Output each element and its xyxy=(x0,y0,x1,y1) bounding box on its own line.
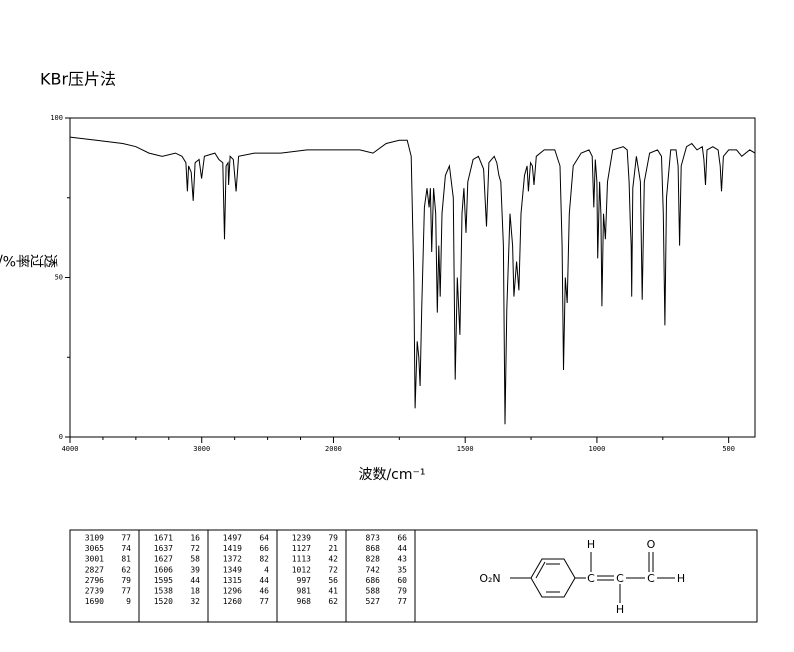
peak-wavenumber: 2739 xyxy=(85,587,104,596)
x-axis-label: 波数/cm⁻¹ xyxy=(358,467,425,483)
peak-wavenumber: 1349 xyxy=(223,565,242,574)
peak-wavenumber: 1637 xyxy=(154,544,173,553)
peak-wavenumber: 1627 xyxy=(154,555,173,564)
peak-transmittance: 39 xyxy=(190,565,200,574)
table-frame xyxy=(69,529,758,623)
atom-label: C xyxy=(587,572,595,585)
atom-label: H xyxy=(677,572,685,585)
peak-transmittance: 18 xyxy=(190,587,200,596)
peak-transmittance: 21 xyxy=(328,544,338,553)
peak-wavenumber: 686 xyxy=(366,576,381,585)
peak-transmittance: 44 xyxy=(190,576,200,585)
peak-wavenumber: 3109 xyxy=(85,534,104,543)
peak-transmittance: 32 xyxy=(190,597,200,606)
structure-labels: O₂N H C C C O H H xyxy=(479,538,685,616)
peak-wavenumber: 1419 xyxy=(223,544,242,553)
peak-transmittance: 72 xyxy=(190,544,200,553)
peak-transmittance: 16 xyxy=(190,534,200,543)
atom-label: H xyxy=(587,538,595,551)
peak-wavenumber: 997 xyxy=(297,576,312,585)
peak-wavenumber: 1012 xyxy=(292,565,311,574)
atom-label: H xyxy=(616,603,624,616)
x-tick-label: 1000 xyxy=(588,445,605,453)
peak-wavenumber: 1315 xyxy=(223,576,242,585)
peak-wavenumber: 828 xyxy=(366,555,381,564)
peak-transmittance: 44 xyxy=(397,544,407,553)
peak-transmittance: 74 xyxy=(121,544,131,553)
peak-wavenumber: 742 xyxy=(366,565,381,574)
y-tick-label: 100 xyxy=(50,114,63,122)
peak-transmittance: 81 xyxy=(121,555,131,564)
title: KBr压片法 xyxy=(40,70,116,89)
peak-transmittance: 56 xyxy=(328,576,338,585)
atom-label: C xyxy=(647,572,655,585)
bond xyxy=(535,561,546,579)
peak-transmittance: 82 xyxy=(259,555,269,564)
peak-wavenumber: 1497 xyxy=(223,534,242,543)
peak-transmittance: 4 xyxy=(264,565,269,574)
peak-transmittance: 77 xyxy=(259,597,269,606)
peak-transmittance: 42 xyxy=(328,555,338,564)
x-tick-label: 4000 xyxy=(62,445,79,453)
peak-transmittance: 43 xyxy=(397,555,407,564)
x-tick-label: 1500 xyxy=(457,445,474,453)
peak-wavenumber: 868 xyxy=(366,544,381,553)
peak-transmittance: 79 xyxy=(328,534,338,543)
peak-wavenumber: 588 xyxy=(366,587,381,596)
peak-transmittance: 64 xyxy=(259,534,269,543)
peak-wavenumber: 1296 xyxy=(223,587,242,596)
peak-wavenumber: 1113 xyxy=(292,555,311,564)
y-axis-label: 透过率%/ xyxy=(0,252,58,268)
peak-transmittance: 66 xyxy=(259,544,269,553)
peak-wavenumber: 981 xyxy=(297,587,312,596)
peak-transmittance: 62 xyxy=(121,565,131,574)
peak-wavenumber: 1671 xyxy=(154,534,173,543)
atom-label: O xyxy=(647,538,656,551)
peak-wavenumber: 2796 xyxy=(85,576,104,585)
peak-wavenumber: 3001 xyxy=(85,555,104,564)
peak-wavenumber: 1595 xyxy=(154,576,173,585)
structure xyxy=(510,552,675,603)
peak-transmittance: 77 xyxy=(397,597,407,606)
peak-transmittance: 44 xyxy=(259,576,269,585)
peak-wavenumber: 527 xyxy=(366,597,381,606)
peak-wavenumber: 1520 xyxy=(154,597,173,606)
y-tick-label: 50 xyxy=(55,274,63,282)
y-tick-label: 0 xyxy=(59,433,63,441)
peak-wavenumber: 968 xyxy=(297,597,312,606)
peak-transmittance: 41 xyxy=(328,587,338,596)
x-tick-label: 2000 xyxy=(325,445,342,453)
ring xyxy=(530,558,576,598)
peak-transmittance: 58 xyxy=(190,555,200,564)
x-tick-label: 500 xyxy=(722,445,735,453)
plot-frame xyxy=(69,117,756,438)
peak-transmittance: 77 xyxy=(121,587,131,596)
peak-transmittance: 60 xyxy=(397,576,407,585)
peak-transmittance: 79 xyxy=(121,576,131,585)
peak-transmittance: 9 xyxy=(126,597,131,606)
peak-transmittance: 72 xyxy=(328,565,338,574)
peak-transmittance: 46 xyxy=(259,587,269,596)
peak-transmittance: 79 xyxy=(397,587,407,596)
peak-wavenumber: 1239 xyxy=(292,534,311,543)
peak-wavenumber: 1606 xyxy=(154,565,173,574)
peak-wavenumber: 1260 xyxy=(223,597,242,606)
peak-wavenumber: 2827 xyxy=(85,565,104,574)
peak-transmittance: 35 xyxy=(397,565,407,574)
peak-transmittance: 66 xyxy=(397,534,407,543)
peak-wavenumber: 1538 xyxy=(154,587,173,596)
peak-wavenumber: 1127 xyxy=(292,544,311,553)
atom-label: C xyxy=(616,572,624,585)
x-tick-label: 3000 xyxy=(193,445,210,453)
peak-transmittance: 77 xyxy=(121,534,131,543)
atom-label: O₂N xyxy=(479,572,500,585)
peak-wavenumber: 1372 xyxy=(223,555,242,564)
peak-wavenumber: 3065 xyxy=(85,544,104,553)
peak-wavenumber: 873 xyxy=(366,534,381,543)
peak-wavenumber: 1690 xyxy=(85,597,104,606)
peak-transmittance: 62 xyxy=(328,597,338,606)
spectrum xyxy=(69,136,756,425)
